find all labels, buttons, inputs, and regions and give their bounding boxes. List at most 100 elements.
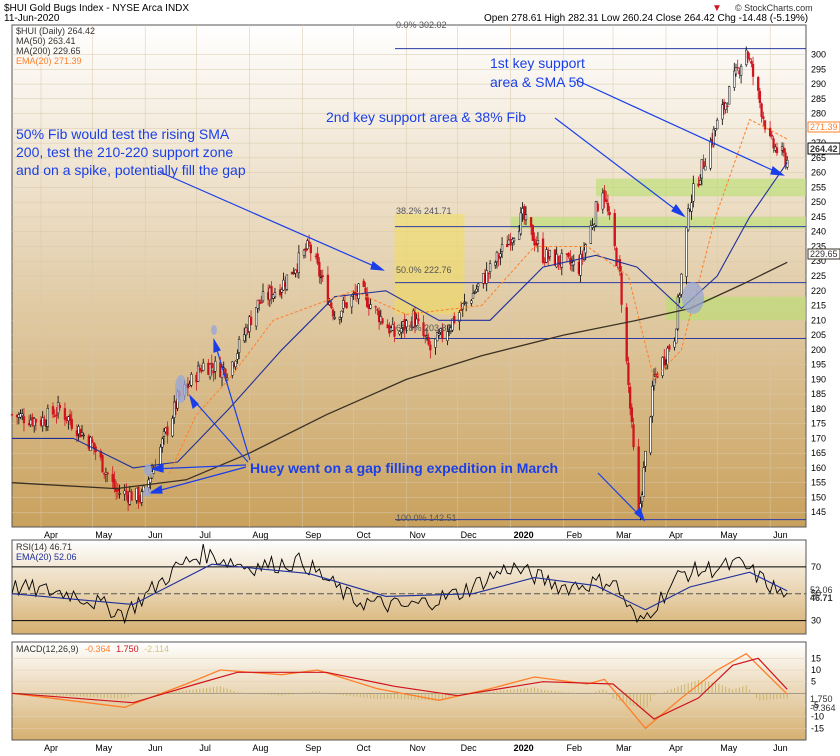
macd-y-tick-label: -5 <box>811 700 819 710</box>
candle-body <box>461 303 464 310</box>
arrow-huey-4-head-icon <box>213 337 221 353</box>
candle-body <box>342 300 345 309</box>
legend-ma50: MA(50) 263.41 <box>16 36 76 46</box>
price-y-tick-label: 225 <box>811 271 826 281</box>
price-y-tick-label: 160 <box>811 463 826 473</box>
price-y-tick-label: 185 <box>811 389 826 399</box>
macd-legend: MACD(12,26,9) -0.364 1.750 -2.114 <box>16 644 169 654</box>
candle-body <box>579 253 582 276</box>
candle-body <box>762 116 765 119</box>
candle-body <box>22 416 26 424</box>
fib-label-100: 100.0% 142.51 <box>396 513 457 523</box>
fib-levels <box>395 48 806 521</box>
candle-body <box>465 302 468 304</box>
candle-body <box>763 120 767 130</box>
price-x-tick-label: May <box>720 530 738 540</box>
rsi-ema-legend: EMA(20) 52.06 <box>16 552 77 562</box>
annotation-fib50-line1: 50% Fib would test the rising SMA <box>16 126 230 142</box>
arrow-fib50 <box>159 171 384 271</box>
macd-legend-prefix: MACD(12,26,9) <box>16 644 79 654</box>
candle-body <box>21 413 24 417</box>
candle-body <box>318 261 321 277</box>
candle-body <box>644 450 647 467</box>
candle-body <box>340 310 343 318</box>
candle-body <box>603 190 606 202</box>
candle-body <box>369 304 372 309</box>
arrow-key1-head-icon <box>770 165 785 176</box>
macd-x-tick-label: Jun <box>148 743 163 753</box>
candle-body <box>714 128 717 131</box>
candle-body <box>436 332 439 342</box>
legend-ma200: MA(200) 229.65 <box>16 46 81 56</box>
candle-body <box>768 127 772 137</box>
price-x-tick-label: Nov <box>409 530 426 540</box>
macd-x-tick-label: 2020 <box>514 743 534 753</box>
candle-body <box>605 199 608 202</box>
candle-body <box>173 401 176 418</box>
candle-body <box>673 340 676 348</box>
candle-body <box>536 240 540 245</box>
macd-y-tick-label: -10 <box>811 712 824 722</box>
candle-body <box>68 414 72 422</box>
candle-body <box>273 292 277 298</box>
candle-body <box>149 478 152 484</box>
candle-body <box>728 86 731 105</box>
candle-body <box>270 285 273 300</box>
legend-main: $HUI (Daily) 264.42 <box>16 26 95 36</box>
candle-body <box>10 414 14 416</box>
macd-y-tick-label: 5 <box>811 677 816 687</box>
candle-body <box>698 179 702 185</box>
arrow-huey-2-head-icon <box>150 463 164 473</box>
candle-body <box>535 242 538 246</box>
fib-label-61: 61.8% 203.82 <box>396 323 452 333</box>
candle-body <box>190 373 193 386</box>
tag-ma200: 229.65 <box>810 249 838 259</box>
candle-body <box>330 302 333 309</box>
candle-body <box>58 404 61 409</box>
annotation-arrows <box>147 79 785 522</box>
candle-body <box>459 309 463 311</box>
candle-body <box>661 357 664 376</box>
arrow-key2 <box>554 117 685 217</box>
candle-body <box>676 296 680 330</box>
candle-body <box>531 224 534 241</box>
candle-body <box>166 426 169 436</box>
candle-body <box>627 362 630 385</box>
rsi-y-axis: 30 50 70 <box>811 562 821 626</box>
price-y-tick-label: 290 <box>811 79 826 89</box>
arrow-huey-5-head-icon <box>634 506 646 522</box>
price-x-tick-label: Mar <box>616 530 632 540</box>
gap-marker-2 <box>144 464 152 476</box>
price-series <box>10 46 789 521</box>
candle-body <box>309 244 312 254</box>
candle-body <box>306 240 309 250</box>
macd-line <box>11 652 788 730</box>
price-y-tick-label: 265 <box>811 153 826 163</box>
candle-body <box>517 230 521 240</box>
rsi-panel-background <box>11 539 807 635</box>
candle-body <box>746 51 750 59</box>
candle-body <box>302 249 306 257</box>
arrow-huey-4 <box>213 339 251 461</box>
candle-body <box>608 212 611 216</box>
price-y-tick-label: 170 <box>811 433 826 443</box>
candle-body <box>524 214 528 221</box>
rsi-line <box>11 544 788 625</box>
price-x-tick-label: Apr <box>669 530 683 540</box>
rsi-tag-ema: 52.06 <box>810 585 833 595</box>
candle-body <box>307 241 311 244</box>
ohlc-arrow-icon: ▼ <box>712 3 722 14</box>
candle-body <box>198 367 201 371</box>
candle-body <box>362 280 365 287</box>
candle-body <box>533 238 536 246</box>
ohlc-readout: Open 278.61 High 282.31 Low 260.24 Close… <box>484 13 808 24</box>
candle-body <box>111 473 114 483</box>
price-y-tick-label: 240 <box>811 227 826 237</box>
macd-x-tick-label: Jul <box>199 743 211 753</box>
candle-body <box>652 376 656 386</box>
candle-body <box>125 490 128 495</box>
annotation-key1-line1: 1st key support <box>490 55 585 71</box>
candle-body <box>150 471 154 479</box>
price-tags: 271.39 264.42 229.65 <box>807 121 840 260</box>
candle-body <box>651 385 654 417</box>
